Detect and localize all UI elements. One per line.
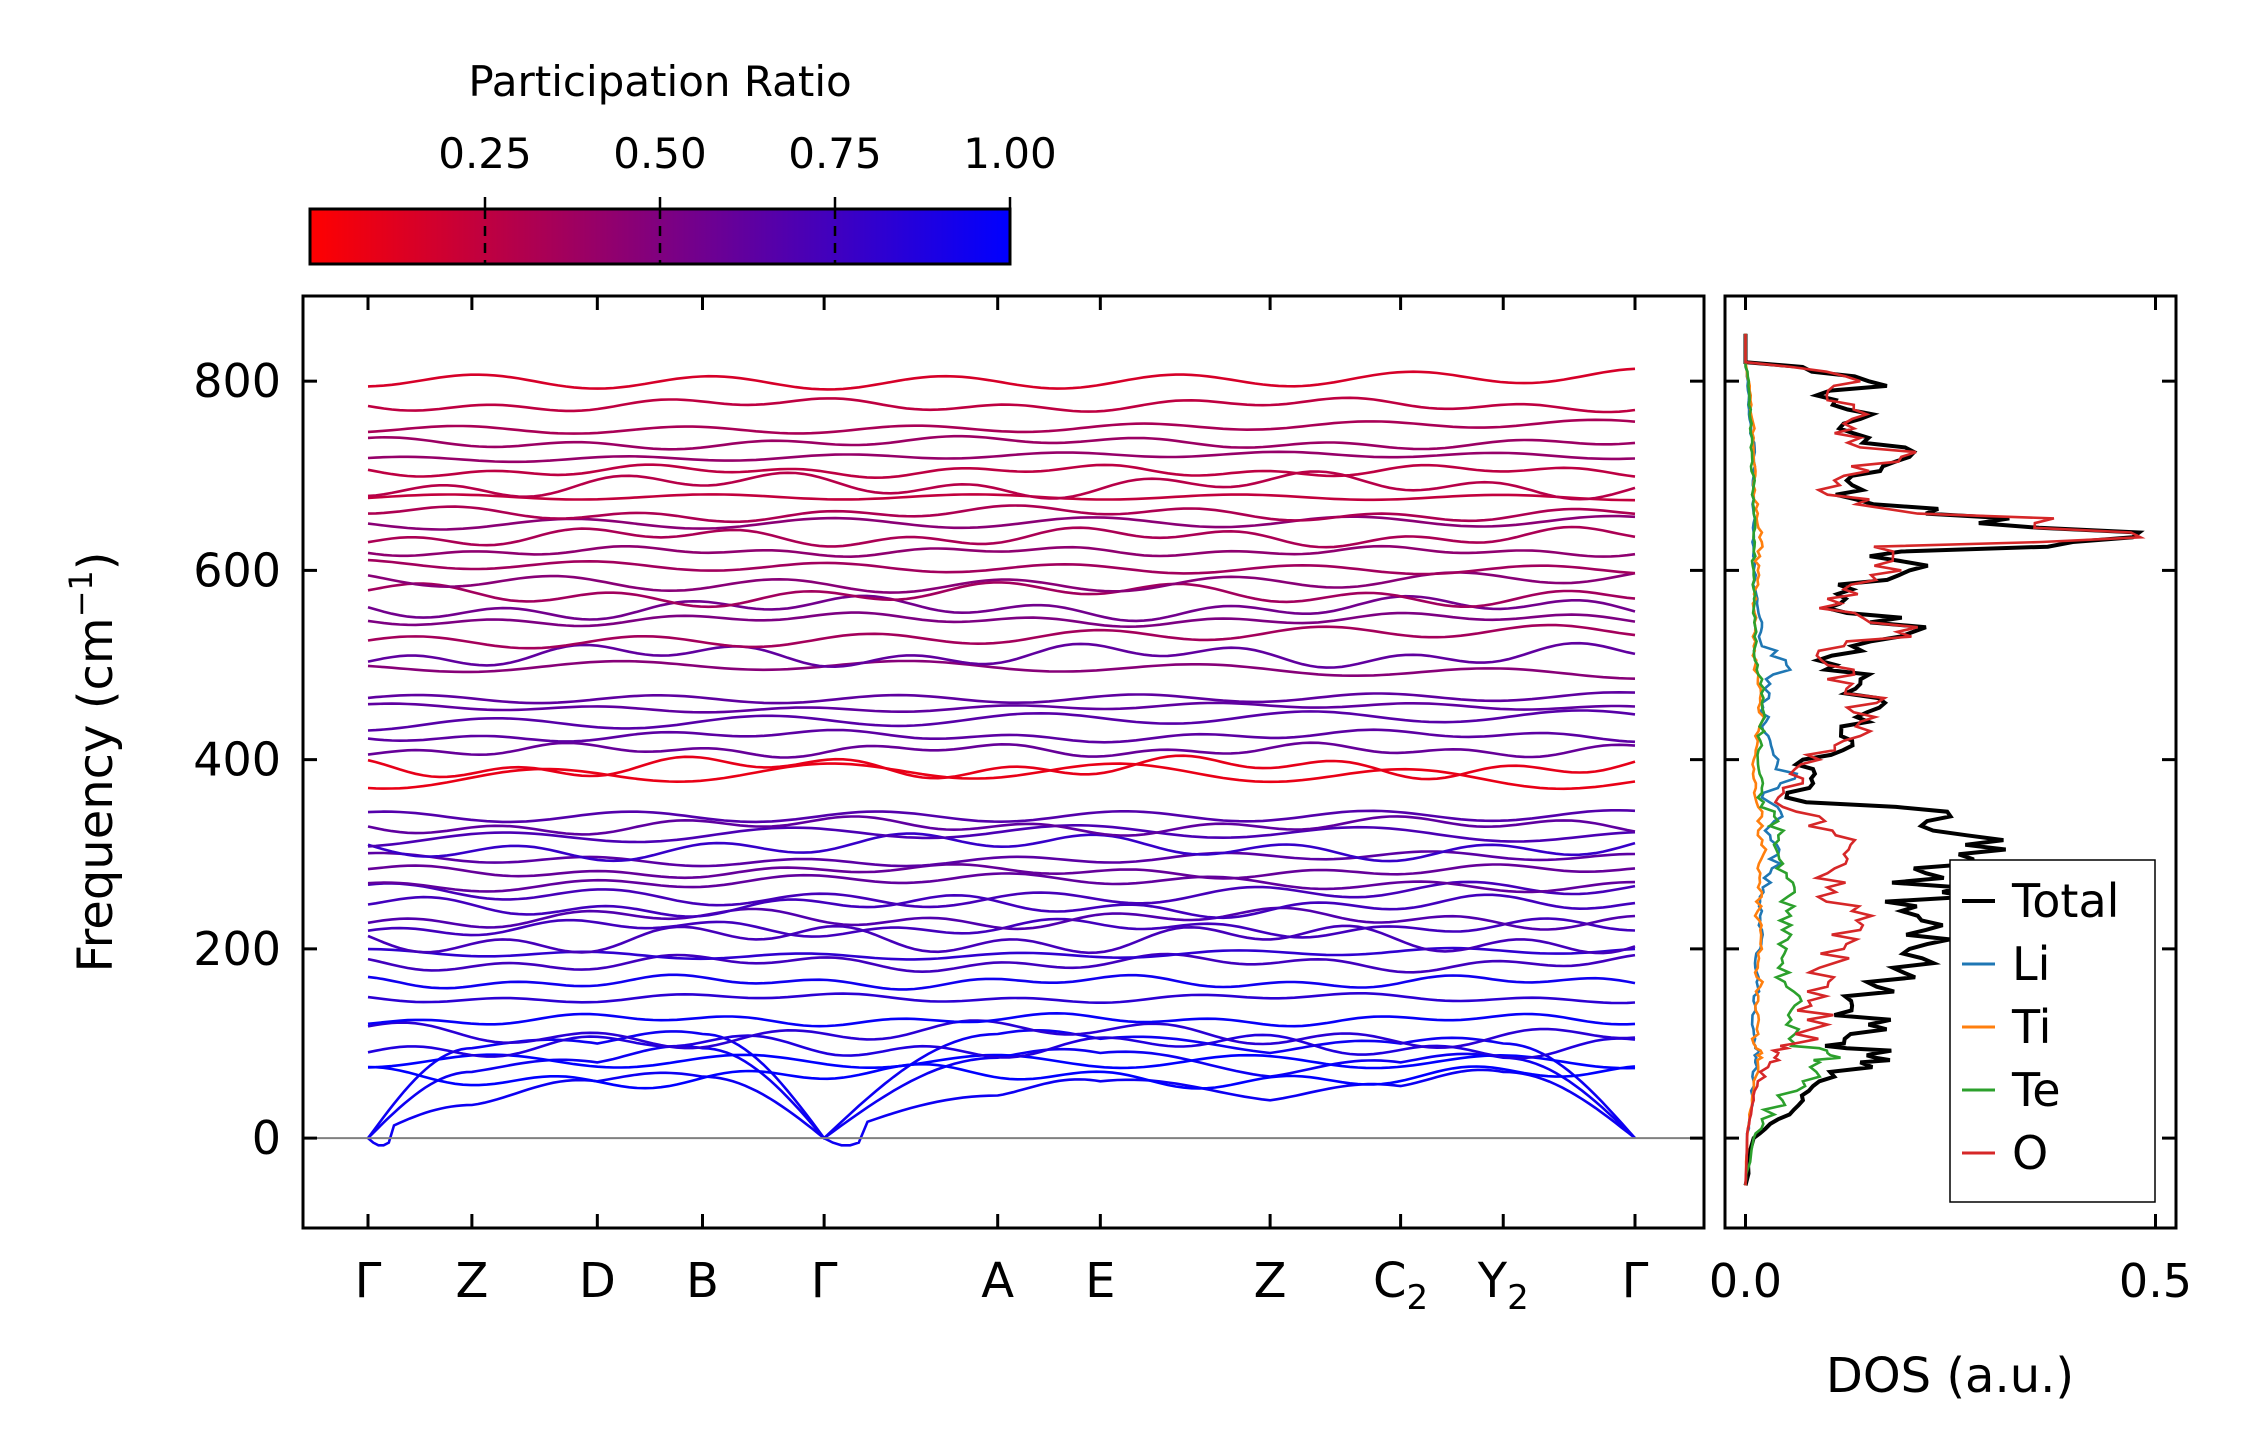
optical-branch	[367, 762, 1636, 791]
optical-branch	[367, 1011, 1636, 1028]
y-tick-label: 400	[193, 733, 281, 787]
legend-label: Total	[2011, 874, 2119, 928]
optical-branch	[367, 809, 1636, 824]
optical-branch	[367, 690, 1636, 705]
k-point-label: Γ	[355, 1253, 382, 1309]
band-structure-panel: 0 200 400 600 800 Γ Z D B Γ A E Z C2 Y2 Γ Frequency (c…	[62, 294, 1706, 1318]
y-tick-label: 0	[252, 1111, 281, 1165]
k-point-label: Γ	[1622, 1253, 1649, 1309]
k-point-label: Z	[1254, 1253, 1287, 1309]
dos-legend: Total Li Ti Te O	[1949, 859, 2156, 1203]
dos-y-ticks	[1725, 379, 2176, 1140]
optical-branch	[367, 525, 1636, 549]
acoustic-branch	[366, 1029, 1636, 1141]
colorbar-tick-label: 0.50	[613, 129, 707, 178]
optical-branch	[367, 872, 1636, 894]
optical-branch	[367, 504, 1636, 524]
dos-x-tick-label: 0.5	[2119, 1254, 2192, 1308]
optical-branch	[367, 367, 1636, 391]
dos-x-axis-label: DOS (a.u.)	[1826, 1348, 2074, 1404]
optical-branch	[367, 952, 1636, 974]
k-point-label: B	[686, 1253, 719, 1309]
y-tick-label: 600	[193, 543, 281, 597]
optical-branch	[367, 450, 1636, 464]
optical-branch	[367, 396, 1636, 414]
acoustic-branch	[367, 1068, 1636, 1147]
optical-branch	[367, 906, 1636, 931]
dos-x-tick-label: 0.0	[1709, 1254, 1782, 1308]
optical-branch	[367, 470, 1636, 501]
colorbar: Participation Ratio 0.25 0.50 0.75 1.00	[308, 57, 1057, 266]
legend-label: O	[2012, 1126, 2048, 1180]
optical-branch	[367, 463, 1636, 480]
optical-branch	[367, 728, 1636, 744]
colorbar-tick-label: 0.25	[438, 129, 532, 178]
y-tick-label: 200	[193, 922, 281, 976]
optical-branch	[367, 418, 1636, 435]
optical-branch	[367, 1019, 1636, 1050]
legend-label: Ti	[2011, 1000, 2051, 1054]
optical-branch	[367, 659, 1636, 680]
optical-branch	[367, 832, 1636, 863]
colorbar-tick-label: 1.00	[963, 129, 1057, 178]
optical-branch	[367, 641, 1636, 669]
colorbar-ticks: 0.25 0.50 0.75 1.00	[438, 129, 1057, 264]
k-point-label: Γ	[811, 1253, 838, 1309]
optical-branch	[367, 558, 1636, 576]
optical-branch	[367, 701, 1636, 714]
band-lines	[366, 367, 1636, 1147]
band-axes-frame	[301, 294, 1706, 1230]
optical-branch	[367, 862, 1636, 880]
band-y-axis-label: Frequency (cm−1)	[62, 551, 124, 972]
optical-branch	[367, 544, 1636, 559]
legend-frame	[1949, 859, 2156, 1203]
optical-branch	[367, 493, 1636, 502]
optical-branch	[367, 1053, 1636, 1070]
k-point-label: E	[1085, 1253, 1115, 1309]
optical-branch	[367, 594, 1636, 623]
optical-branch	[367, 973, 1636, 991]
dos-panel: 0.0 0.5 DOS (a.u.) Total Li Ti Te O	[1709, 294, 2192, 1404]
optical-branch	[367, 709, 1636, 732]
k-point-label: A	[981, 1253, 1014, 1309]
y-tick-label: 800	[193, 354, 281, 408]
band-y-ticks: 0 200 400 600 800	[193, 354, 1704, 1165]
dos-series-o	[1744, 333, 2146, 1186]
band-k-ticks: Γ Z D B Γ A E Z C2 Y2 Γ	[355, 296, 1649, 1318]
optical-branch	[367, 623, 1636, 650]
optical-branch	[367, 893, 1636, 920]
dos-series-te	[1744, 333, 1841, 1186]
optical-branch	[367, 514, 1636, 531]
legend-label: Li	[2012, 937, 2050, 991]
dos-lines	[1743, 333, 2146, 1186]
optical-branch	[367, 581, 1636, 609]
k-point-label: Z	[455, 1253, 488, 1309]
optical-branch	[367, 815, 1636, 837]
k-point-label: Y2	[1477, 1253, 1529, 1318]
dos-series-total	[1743, 333, 2145, 1186]
optical-branch	[367, 850, 1636, 868]
optical-branch	[367, 741, 1636, 759]
optical-branch	[367, 434, 1636, 451]
legend-label: Te	[2011, 1063, 2061, 1117]
optical-branch	[367, 992, 1636, 1005]
optical-branch	[367, 1062, 1636, 1090]
optical-branch	[367, 611, 1636, 629]
dos-axes-frame	[1723, 294, 2178, 1230]
colorbar-tick-label: 0.75	[788, 129, 882, 178]
optical-branch	[367, 924, 1636, 955]
k-point-label: C2	[1373, 1253, 1428, 1318]
optical-branch	[367, 754, 1636, 781]
optical-branch	[367, 824, 1636, 848]
dos-x-ticks: 0.0 0.5	[1709, 296, 2192, 1308]
colorbar-title: Participation Ratio	[468, 57, 851, 106]
optical-branch	[367, 880, 1636, 909]
k-point-label: D	[579, 1253, 616, 1309]
